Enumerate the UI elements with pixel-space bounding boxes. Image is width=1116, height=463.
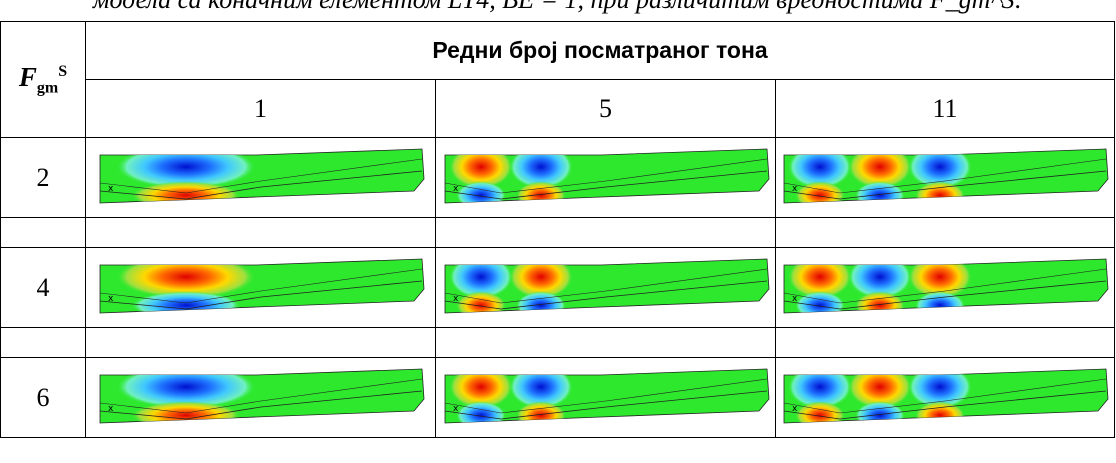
svg-text:x: x	[792, 404, 798, 414]
svg-text:x: x	[108, 294, 114, 304]
svg-text:x: x	[108, 184, 114, 194]
row-header: 2	[0, 137, 86, 218]
empty-cell	[0, 217, 86, 248]
mode-shape: x	[99, 368, 424, 423]
column-header: 5	[435, 79, 776, 138]
empty-cell	[0, 327, 86, 358]
mode-cell: x	[435, 137, 776, 218]
table-row: 2 x x x	[0, 137, 1116, 218]
svg-text:x: x	[453, 294, 459, 304]
mode-cell: x	[435, 247, 776, 328]
table: FgmS Редни број посматраног тона 1 5 11 2 …	[0, 21, 1116, 438]
mode-shape: x	[783, 368, 1109, 423]
empty-cell	[774, 327, 1116, 358]
group-header: Редни број посматраног тона	[84, 21, 1116, 80]
mode-cell: x	[774, 357, 1116, 438]
row-header: 6	[0, 357, 86, 438]
svg-text:x: x	[453, 184, 459, 194]
empty-cell	[85, 327, 436, 358]
row-header-label: FgmS	[0, 21, 86, 138]
mode-shape: x	[783, 148, 1109, 203]
empty-cell	[435, 327, 776, 358]
svg-text:x: x	[792, 184, 798, 194]
f-superscript: S	[58, 62, 68, 80]
empty-cell	[85, 217, 436, 248]
mode-shape: x	[444, 258, 769, 313]
table-body: 2 x x x 4 x x	[0, 137, 1116, 438]
table-row: 6 x x x	[0, 357, 1116, 438]
column-header: 11	[774, 79, 1116, 138]
svg-text:x: x	[453, 404, 459, 414]
mode-shape: x	[783, 258, 1109, 313]
mode-cell: x	[85, 357, 436, 438]
empty-cell	[774, 217, 1116, 248]
f-subscript: gm	[36, 79, 59, 97]
mode-shape: x	[99, 258, 424, 313]
mode-shape: x	[444, 148, 769, 203]
mode-cell: x	[85, 247, 436, 328]
mode-cell: x	[774, 137, 1116, 218]
mode-shape: x	[99, 148, 424, 203]
svg-text:x: x	[108, 404, 114, 414]
mode-cell: x	[435, 357, 776, 438]
svg-text:x: x	[792, 294, 798, 304]
f-symbol: F	[18, 61, 37, 92]
table-row: 4 x x x	[0, 247, 1116, 328]
column-header: 1	[85, 79, 436, 138]
mode-cell: x	[774, 247, 1116, 328]
mode-shape: x	[444, 368, 769, 423]
caption: модела са коначним елементом LT4, BE = 1…	[0, 0, 1116, 15]
mode-cell: x	[85, 137, 436, 218]
column-header-row: 1 5 11	[1, 79, 1116, 138]
spacer-row	[0, 217, 1116, 248]
empty-cell	[435, 217, 776, 248]
row-header: 4	[0, 247, 86, 328]
spacer-row	[0, 327, 1116, 358]
